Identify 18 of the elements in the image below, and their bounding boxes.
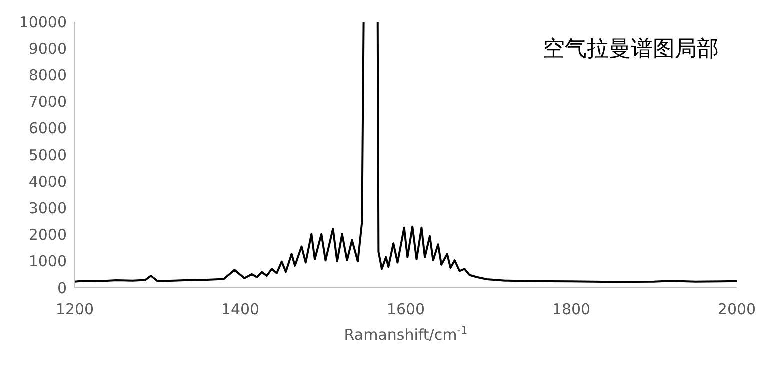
- y-tick-label: 5000: [28, 146, 67, 164]
- y-tick-label: 8000: [28, 66, 67, 85]
- text: 空气拉曼谱图局部: [543, 36, 719, 64]
- y-tick-label: 1000: [28, 252, 67, 271]
- x-tick-label: 1200: [56, 300, 94, 319]
- y-tick-label: 2000: [28, 226, 67, 244]
- y-tick-label: 4000: [28, 172, 67, 191]
- x-tick-label: 2000: [718, 300, 756, 319]
- x-tick-label: 1400: [221, 300, 260, 319]
- y-tick-label: 9000: [28, 40, 67, 58]
- y-tick-label: 10000: [19, 13, 67, 32]
- y-tick-label: 7000: [28, 93, 67, 112]
- x-tick-label: 1600: [386, 300, 426, 319]
- y-tick-label: 6000: [28, 120, 67, 138]
- x-tick-label: 1800: [552, 300, 591, 319]
- x-axis-title: Ramanshift/cm$^{-1}$: [344, 325, 468, 344]
- y-tick-label: 0: [57, 279, 67, 298]
- y-tick-label: 3000: [28, 200, 67, 218]
